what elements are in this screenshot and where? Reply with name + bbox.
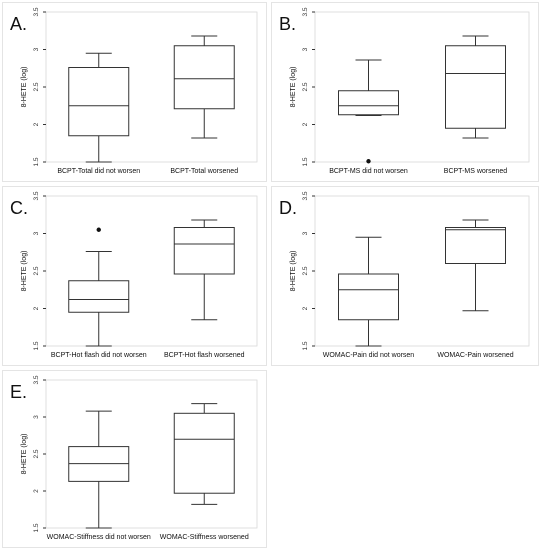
y-tick-label: 2 — [33, 306, 40, 310]
y-tick-label: 3 — [33, 47, 40, 51]
box-plot: C. 8-HETE (log) 1.5 2 2.5 3 3.5 BCPT-Hot flash … — [2, 186, 267, 366]
box-1 — [68, 410, 130, 529]
category-label: BCPT-Hot flash did not worsen — [51, 352, 147, 359]
y-axis-label: 8-HETE (log) — [290, 67, 297, 108]
category-label: WOMAC-Pain worsened — [437, 352, 513, 359]
iqr-box — [173, 412, 235, 494]
iqr-box — [173, 227, 235, 275]
box-1 — [338, 236, 399, 347]
box-2 — [173, 219, 235, 321]
box-1 — [68, 52, 130, 163]
iqr-box — [68, 67, 130, 137]
panel-e: E. 8-HETE (log) 1.5 2 2.5 3 3.5 WOMAC-Stiffness… — [2, 370, 267, 548]
panel-letter: E. — [10, 382, 27, 402]
box-plot: D. 8-HETE (log) 1.5 2 2.5 3 3.5 WOMAC-Pain did … — [271, 186, 539, 366]
y-tick-label: 3 — [33, 415, 40, 419]
y-tick-label: 3 — [33, 231, 40, 235]
y-tick-label: 3 — [302, 231, 309, 235]
y-tick-label: 1.5 — [33, 157, 40, 166]
y-axis-label: 8-HETE (log) — [21, 67, 28, 108]
panel-d: D. 8-HETE (log) 1.5 2 2.5 3 3.5 WOMAC-Pain did … — [271, 186, 539, 366]
panel-letter: C. — [10, 198, 28, 218]
iqr-box — [338, 90, 399, 116]
iqr-box — [338, 273, 399, 321]
y-tick-label: 2.5 — [33, 82, 40, 91]
y-tick-label: 2 — [33, 489, 40, 493]
y-tick-label: 2.5 — [302, 266, 309, 275]
category-label: WOMAC-Stiffness did not worsen — [47, 534, 151, 541]
category-label: WOMAC-Pain did not worsen — [323, 352, 415, 359]
outlier-point — [366, 159, 371, 164]
y-tick-label: 1.5 — [302, 341, 309, 350]
y-tick-label: 2.5 — [302, 82, 309, 91]
iqr-box — [173, 45, 235, 110]
y-tick-label: 3.5 — [33, 7, 40, 16]
box-2 — [173, 35, 235, 139]
panel-letter: B. — [279, 14, 296, 34]
y-tick-label: 2 — [302, 122, 309, 126]
y-axis-label: 8-HETE (log) — [21, 434, 28, 475]
box-2 — [173, 403, 235, 505]
iqr-box — [68, 280, 130, 313]
y-tick-label: 3.5 — [33, 191, 40, 200]
box-1 — [338, 59, 399, 164]
category-label: WOMAC-Stiffness worsened — [160, 534, 249, 541]
panel-letter: A. — [10, 14, 27, 34]
box-plot: E. 8-HETE (log) 1.5 2 2.5 3 3.5 WOMAC-Stiffness… — [2, 370, 267, 548]
y-tick-label: 1.5 — [33, 341, 40, 350]
panel-b: B. 8-HETE (log) 1.5 2 2.5 3 3.5 BCPT-MS did not… — [271, 2, 539, 182]
y-tick-label: 3 — [302, 47, 309, 51]
panel-frame — [271, 186, 539, 366]
category-label: BCPT-MS did not worsen — [329, 168, 408, 175]
box-2 — [445, 219, 506, 312]
y-tick-label: 3.5 — [302, 191, 309, 200]
panel-c: C. 8-HETE (log) 1.5 2 2.5 3 3.5 BCPT-Hot flash … — [2, 186, 267, 366]
y-tick-label: 2.5 — [33, 449, 40, 458]
box-plot: A. 8-HETE (log) 1.5 2 2.5 3 3.5 BCPT-Total did … — [2, 2, 267, 182]
y-tick-label: 3.5 — [33, 375, 40, 384]
iqr-box — [445, 227, 506, 264]
y-tick-label: 1.5 — [302, 157, 309, 166]
category-label: BCPT-MS worsened — [444, 168, 508, 175]
box-2 — [445, 35, 506, 139]
outlier-point — [96, 227, 101, 232]
y-tick-label: 2 — [33, 122, 40, 126]
y-tick-label: 1.5 — [33, 523, 40, 532]
category-label: BCPT-Total did not worsen — [57, 168, 140, 175]
category-label: BCPT-Total worsened — [170, 168, 238, 175]
category-label: BCPT-Hot flash worsened — [164, 352, 245, 359]
panel-frame — [2, 186, 267, 366]
box-1 — [68, 227, 130, 347]
y-axis-label: 8-HETE (log) — [290, 251, 297, 292]
y-tick-label: 3.5 — [302, 7, 309, 16]
panel-letter: D. — [279, 198, 297, 218]
y-tick-label: 2.5 — [33, 266, 40, 275]
y-tick-label: 2 — [302, 306, 309, 310]
box-plot: B. 8-HETE (log) 1.5 2 2.5 3 3.5 BCPT-MS did not… — [271, 2, 539, 182]
panel-a: A. 8-HETE (log) 1.5 2 2.5 3 3.5 BCPT-Total did … — [2, 2, 267, 182]
iqr-box — [445, 45, 506, 129]
y-axis-label: 8-HETE (log) — [21, 251, 28, 292]
